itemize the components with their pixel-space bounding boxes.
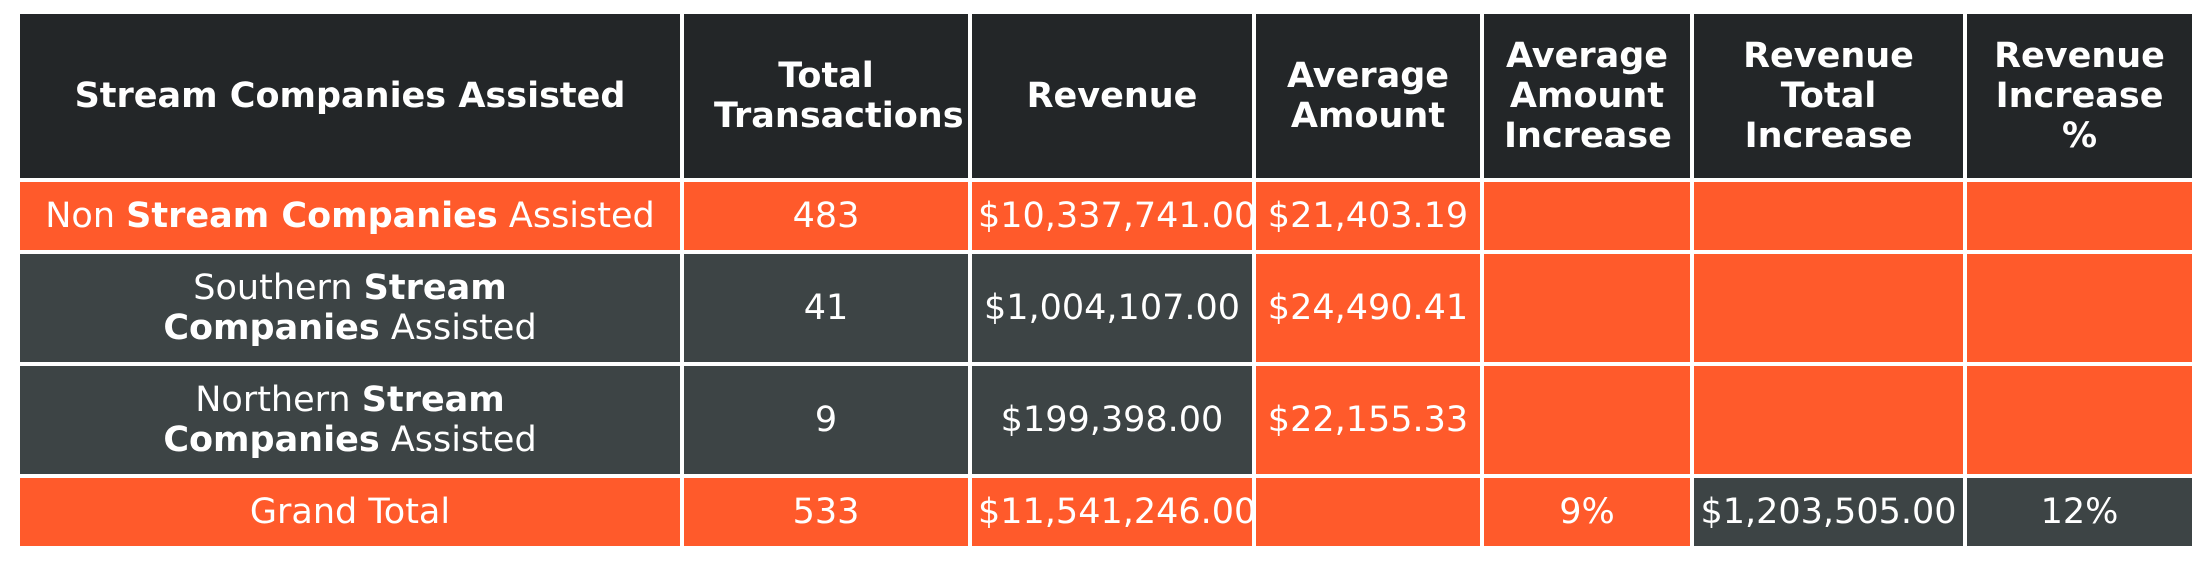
row-label-prefix: Grand Total <box>249 491 451 532</box>
cell-revenue-total-increase <box>1690 250 1967 366</box>
cell-total-transactions: 483 <box>680 178 972 254</box>
cell-revenue-increase-pct <box>1963 178 2196 254</box>
row-label-bold: Stream Companies <box>163 267 507 348</box>
cell-average-amount: $21,403.19 <box>1252 178 1484 254</box>
cell-revenue-total-increase <box>1690 178 1967 254</box>
table-row: Northern Stream Companies Assisted 9 $19… <box>16 362 2196 478</box>
row-label: Southern Stream Companies Assisted <box>16 250 684 366</box>
header-average-amount-increase: Average Amount Increase <box>1480 10 1694 182</box>
row-label-prefix: Southern <box>193 267 353 308</box>
cell-revenue: $199,398.00 <box>968 362 1256 478</box>
row-label: Northern Stream Companies Assisted <box>16 362 684 478</box>
cell-average-amount <box>1252 474 1484 550</box>
header-revenue-increase-pct: Revenue Increase % <box>1963 10 2196 182</box>
cell-revenue: $11,541,246.00 <box>968 474 1256 550</box>
row-label-prefix: Non <box>45 195 116 236</box>
cell-average-amount-increase: 9% <box>1480 474 1694 550</box>
header-stream-companies-assisted: Stream Companies Assisted <box>16 10 684 182</box>
cell-revenue-increase-pct <box>1963 362 2196 478</box>
row-label-bold: Stream Companies <box>163 379 505 460</box>
cell-revenue-increase-pct: 12% <box>1963 474 2196 550</box>
header-total-transactions: Total Transactions <box>680 10 972 182</box>
cell-average-amount: $24,490.41 <box>1252 250 1484 366</box>
cell-average-amount: $22,155.33 <box>1252 362 1484 478</box>
header-revenue-total-increase: Revenue Total Increase <box>1690 10 1967 182</box>
row-label-prefix: Northern <box>195 379 351 420</box>
row-label-suffix: Assisted <box>508 195 655 236</box>
table-header-row: Stream Companies Assisted Total Transact… <box>16 10 2196 182</box>
cell-average-amount-increase <box>1480 362 1694 478</box>
cell-average-amount-increase <box>1480 250 1694 366</box>
table-row-grand-total: Grand Total 533 $11,541,246.00 9% $1,203… <box>16 474 2196 550</box>
cell-total-transactions: 41 <box>680 250 972 366</box>
cell-revenue-increase-pct <box>1963 250 2196 366</box>
table-row: Non Stream Companies Assisted 483 $10,33… <box>16 178 2196 254</box>
cell-average-amount-increase <box>1480 178 1694 254</box>
table-row: Southern Stream Companies Assisted 41 $1… <box>16 250 2196 366</box>
row-label-suffix: Assisted <box>390 308 537 348</box>
cell-total-transactions: 533 <box>680 474 972 550</box>
row-label: Non Stream Companies Assisted <box>16 178 684 254</box>
row-label: Grand Total <box>16 474 684 550</box>
header-revenue: Revenue <box>968 10 1256 182</box>
cell-revenue: $1,004,107.00 <box>968 250 1256 366</box>
row-label-suffix: Assisted <box>390 420 537 460</box>
cell-revenue-total-increase <box>1690 362 1967 478</box>
row-label-bold: Stream Companies <box>126 195 498 236</box>
header-average-amount: Average Amount <box>1252 10 1484 182</box>
cell-revenue-total-increase: $1,203,505.00 <box>1690 474 1967 550</box>
revenue-comparison-table: Stream Companies Assisted Total Transact… <box>16 10 2196 550</box>
cell-total-transactions: 9 <box>680 362 972 478</box>
cell-revenue: $10,337,741.00 <box>968 178 1256 254</box>
